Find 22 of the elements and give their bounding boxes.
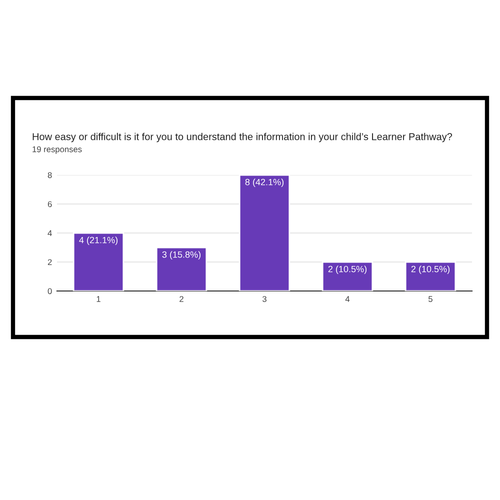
x-tick-label: 5 xyxy=(428,296,432,302)
y-tick-label: 6 xyxy=(48,201,52,208)
x-tick-label: 2 xyxy=(180,296,184,302)
y-tick-label: 4 xyxy=(48,230,52,236)
x-tick-label: 1 xyxy=(96,296,100,302)
bar xyxy=(322,261,374,291)
x-tick-label: 3 xyxy=(262,296,266,302)
bar xyxy=(72,232,124,291)
chart-title: How easy or difficult is it for you to understand the information in your child’s Learner Pathway? xyxy=(32,132,452,142)
bar xyxy=(238,175,290,291)
data-label: 2 (10.5%) xyxy=(328,266,367,274)
data-label: 8 (42.1%) xyxy=(245,178,284,188)
y-tick-label: 2 xyxy=(48,259,52,266)
y-tick-label: 0 xyxy=(48,288,52,294)
y-tick-label: 8 xyxy=(48,172,52,178)
x-tick-label: 4 xyxy=(345,296,350,302)
data-label: 4 (21.1%) xyxy=(79,236,118,246)
bar xyxy=(156,246,208,291)
data-label: 2 (10.5%) xyxy=(411,266,450,274)
data-label: 3 (15.8%) xyxy=(162,251,201,260)
bar xyxy=(404,261,456,291)
chart-subtitle: 19 responses xyxy=(32,146,82,154)
